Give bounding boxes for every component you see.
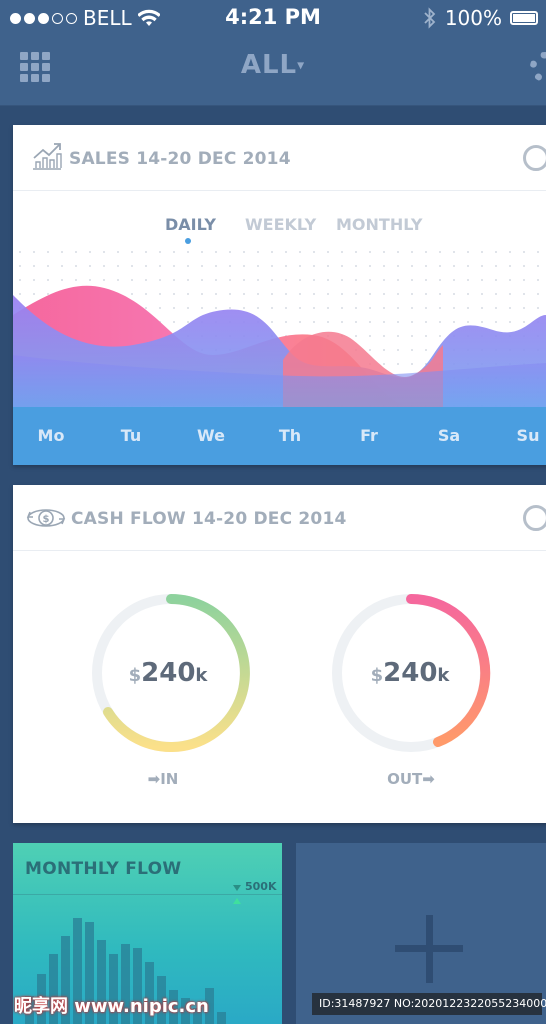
cash-in-value: $240k [129, 658, 208, 688]
tab-monthly[interactable]: MONTHLY [336, 215, 423, 234]
day-label: Tu [120, 426, 142, 445]
flow-bar [97, 940, 106, 1024]
flow-bar [61, 936, 70, 1024]
tab-weekly[interactable]: WEEKLY [245, 215, 317, 234]
cashflow-card-title: CASH FLOW 14-20 DEC 2014 [71, 509, 347, 529]
filter-dropdown-label: ALL [240, 50, 298, 80]
day-label: Fr [360, 426, 378, 445]
flow-bar [37, 974, 46, 1024]
flow-bar [121, 944, 130, 1024]
cash-in-unit: k [195, 665, 208, 686]
cash-in-amount: 240 [141, 658, 196, 688]
cash-out-label: OUT➡ [387, 770, 435, 788]
sales-card-header: SALES 14-20 DEC 2014 [13, 125, 546, 191]
sales-card-title: SALES 14-20 DEC 2014 [69, 149, 291, 169]
day-label: Sa [437, 426, 461, 445]
day-label: Th [278, 426, 302, 445]
flow-bar [193, 1008, 202, 1024]
tab-daily[interactable]: DAILY [165, 215, 216, 234]
cash-cycle-icon: $ [26, 509, 66, 527]
cash-out-amount: 240 [383, 658, 438, 688]
bluetooth-icon [424, 7, 436, 29]
cash-out-currency: $ [370, 665, 384, 686]
cash-out-value: $240k [371, 658, 450, 688]
gear-icon[interactable] [530, 52, 546, 82]
cash-out-unit: k [437, 665, 450, 686]
area-series-base [13, 355, 546, 407]
cash-out-donut [332, 593, 491, 752]
battery-percent: 100% [444, 6, 502, 30]
signal-dots-icon [10, 12, 77, 24]
svg-text:$: $ [43, 514, 50, 525]
flow-bar [73, 918, 82, 1024]
threshold-line [13, 894, 282, 895]
day-axis: Mo Tu We Th Fr Sa Su [13, 407, 546, 465]
cashflow-card-toggle[interactable] [523, 505, 546, 531]
flow-bar [25, 996, 34, 1024]
flow-bar [217, 1012, 226, 1024]
status-bar: BELL 4:21 PM 100% [0, 0, 546, 36]
sales-card-toggle[interactable] [523, 145, 546, 171]
chevron-down-icon: ▾ [297, 57, 306, 74]
nav-bar: ALL▾ [0, 36, 546, 106]
cashflow-card-header: $ CASH FLOW 14-20 DEC 2014 [13, 485, 546, 551]
day-label: We [197, 426, 225, 445]
cash-in-currency: $ [128, 665, 142, 686]
flow-bar [133, 948, 142, 1024]
active-tab-indicator [185, 238, 191, 244]
wifi-icon [137, 9, 160, 26]
flow-bar [181, 998, 190, 1024]
cash-out-label-text: OUT [387, 770, 423, 788]
day-label: Mo [37, 426, 65, 445]
arrow-right-icon: ➡ [147, 770, 161, 788]
carrier-label: BELL [83, 6, 132, 30]
cash-in-donut [92, 594, 250, 752]
flow-bar [145, 962, 154, 1024]
day-label: Su [516, 426, 540, 445]
flow-bar [85, 922, 94, 1024]
flow-bar [169, 990, 178, 1024]
filter-dropdown[interactable]: ALL▾ [0, 50, 546, 80]
monthly-flow-title: MONTHLY FLOW [25, 859, 182, 879]
flow-bar [49, 954, 58, 1024]
threshold-label: 500K [245, 880, 277, 893]
cash-in-label: ➡IN [148, 770, 179, 788]
arrow-right-icon: ➡ [422, 770, 435, 788]
sales-card: SALES 14-20 DEC 2014 DAILY WEEKLY MONTHL… [13, 125, 546, 465]
cashflow-card: $ CASH FLOW 14-20 DEC 2014 $240k ➡IN $24… [13, 485, 546, 823]
cash-in-label-text: IN [160, 770, 179, 788]
clock: 4:21 PM [225, 5, 321, 29]
apps-grid-icon[interactable] [20, 52, 50, 82]
watermark-brand: 昵享网 www.nipic.cn [14, 996, 209, 1017]
trend-chart-icon [33, 143, 62, 170]
marker-down-icon [233, 885, 241, 891]
battery-icon [510, 11, 538, 25]
watermark-id: ID:31487927 NO:20201223220552340000 [312, 993, 546, 1015]
flow-bar [205, 988, 214, 1024]
period-tabs: DAILY WEEKLY MONTHLY [13, 215, 546, 239]
flow-bar [157, 976, 166, 1024]
sales-area-chart [13, 245, 546, 407]
monthly-flow-tile[interactable]: MONTHLY FLOW 500K [13, 843, 282, 1024]
plus-icon-vertical [426, 915, 433, 983]
marker-up-icon [233, 898, 241, 904]
flow-bar [109, 954, 118, 1024]
